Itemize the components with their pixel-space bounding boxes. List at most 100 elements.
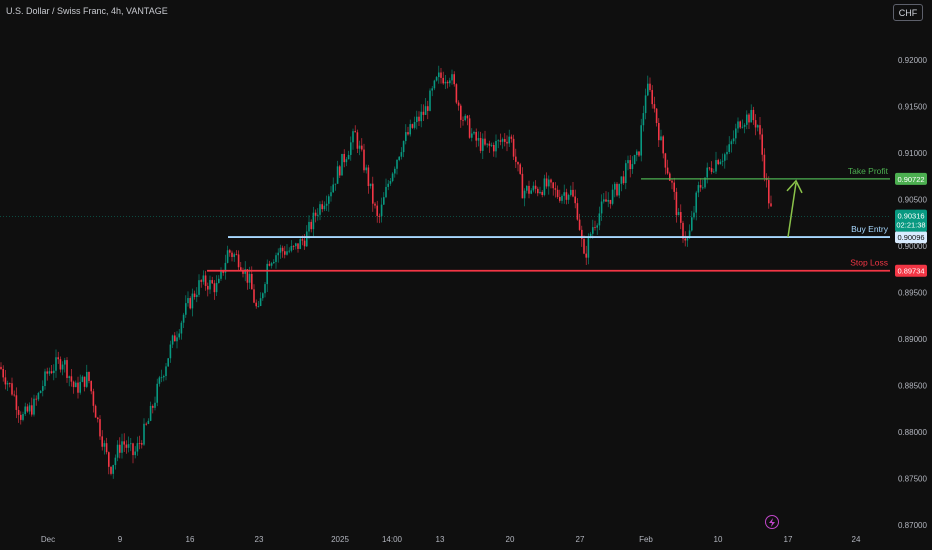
- level-price-badge: [895, 264, 927, 277]
- candle-body: [429, 90, 431, 111]
- candle-body: [37, 393, 40, 400]
- candle-body: [609, 199, 612, 204]
- candle-body: [4, 377, 7, 385]
- candle-body: [658, 122, 660, 141]
- candle-body: [240, 267, 242, 271]
- candle-body: [286, 251, 288, 255]
- candle-body: [545, 178, 548, 187]
- candle-body: [488, 143, 491, 146]
- candle-body: [433, 80, 436, 89]
- candle-body: [374, 203, 376, 206]
- candle-body: [457, 102, 460, 106]
- candle-body: [213, 283, 216, 293]
- candle-body: [501, 139, 504, 142]
- candle-body: [644, 95, 647, 114]
- candle-body: [757, 125, 759, 128]
- candle-body: [257, 306, 260, 307]
- candle-body: [517, 161, 519, 165]
- candle-body: [473, 132, 475, 134]
- x-tick-label: 14:00: [382, 535, 403, 544]
- candle-body: [347, 154, 350, 160]
- x-tick-label: Dec: [41, 535, 55, 544]
- candle-body: [193, 293, 196, 297]
- candle-body: [61, 364, 64, 370]
- candle-body: [330, 192, 332, 197]
- candle-body: [171, 335, 174, 345]
- candle-body: [490, 145, 493, 146]
- candle-body: [552, 182, 554, 189]
- chart-title: U.S. Dollar / Swiss Franc, 4h, VANTAGE: [6, 6, 168, 16]
- candle-body: [301, 239, 304, 241]
- level-price-badge: [895, 231, 927, 244]
- countdown-text: 02:21:38: [896, 221, 925, 230]
- candle-body: [262, 293, 264, 299]
- candle-body: [17, 409, 20, 415]
- y-tick-label: 0.88500: [898, 382, 927, 391]
- candle-body: [583, 238, 585, 254]
- candle-body: [746, 114, 748, 125]
- candle-body: [528, 185, 530, 194]
- candle-body: [92, 391, 95, 406]
- candle-body: [717, 160, 719, 165]
- candle-body: [332, 184, 334, 193]
- candle-body: [356, 132, 359, 149]
- candle-body: [754, 120, 757, 128]
- x-tick-label: 2025: [331, 535, 349, 544]
- candle-body: [556, 189, 559, 198]
- candle-body: [398, 156, 400, 160]
- candle-body: [596, 225, 598, 228]
- candle-body: [677, 212, 680, 216]
- candle-body: [319, 204, 321, 215]
- candle-body: [48, 371, 51, 374]
- candle-body: [750, 109, 752, 123]
- candle-body: [264, 284, 266, 294]
- candle-body: [97, 417, 99, 420]
- candle-body: [697, 185, 700, 193]
- candle-body: [233, 254, 235, 257]
- candle-body: [182, 314, 185, 323]
- candle-body: [726, 151, 728, 155]
- candle-body: [259, 298, 262, 307]
- candle-body: [748, 114, 750, 123]
- candle-body: [185, 303, 187, 315]
- candle-body: [281, 247, 284, 252]
- candle-body: [253, 289, 255, 303]
- candle-body: [752, 109, 755, 121]
- candle-body: [174, 335, 176, 342]
- candle-body: [770, 203, 772, 207]
- candle-body: [699, 185, 702, 188]
- candle-body: [739, 121, 741, 128]
- lightning-icon[interactable]: [765, 515, 779, 529]
- candle-body: [704, 177, 706, 188]
- candle-body: [581, 229, 583, 239]
- candle-body: [468, 118, 471, 138]
- candle-body: [121, 441, 123, 453]
- candle-body: [169, 344, 172, 359]
- candle-body: [39, 390, 42, 394]
- candle-body: [325, 203, 328, 206]
- candle-body: [576, 203, 579, 220]
- candle-body: [352, 131, 354, 143]
- candle-body: [383, 197, 385, 205]
- level-label: Take Profit: [848, 166, 889, 176]
- candle-body: [235, 254, 238, 256]
- candle-body: [33, 398, 35, 415]
- candle-body: [378, 215, 381, 217]
- candle-body: [550, 179, 552, 183]
- candle-body: [72, 381, 75, 388]
- candle-body: [125, 444, 128, 448]
- currency-button[interactable]: CHF: [893, 4, 923, 21]
- candle-body: [270, 263, 273, 266]
- candle-body: [462, 119, 464, 121]
- candle-body: [42, 386, 44, 391]
- candle-body: [532, 185, 535, 191]
- candle-body: [358, 145, 361, 149]
- candle-body: [215, 282, 218, 293]
- candle-body: [400, 152, 403, 157]
- candle-body: [119, 444, 121, 453]
- candle-body: [442, 77, 444, 84]
- level-price-text: 0.90096: [897, 233, 924, 242]
- candle-body: [574, 196, 576, 204]
- candle-body: [554, 188, 557, 190]
